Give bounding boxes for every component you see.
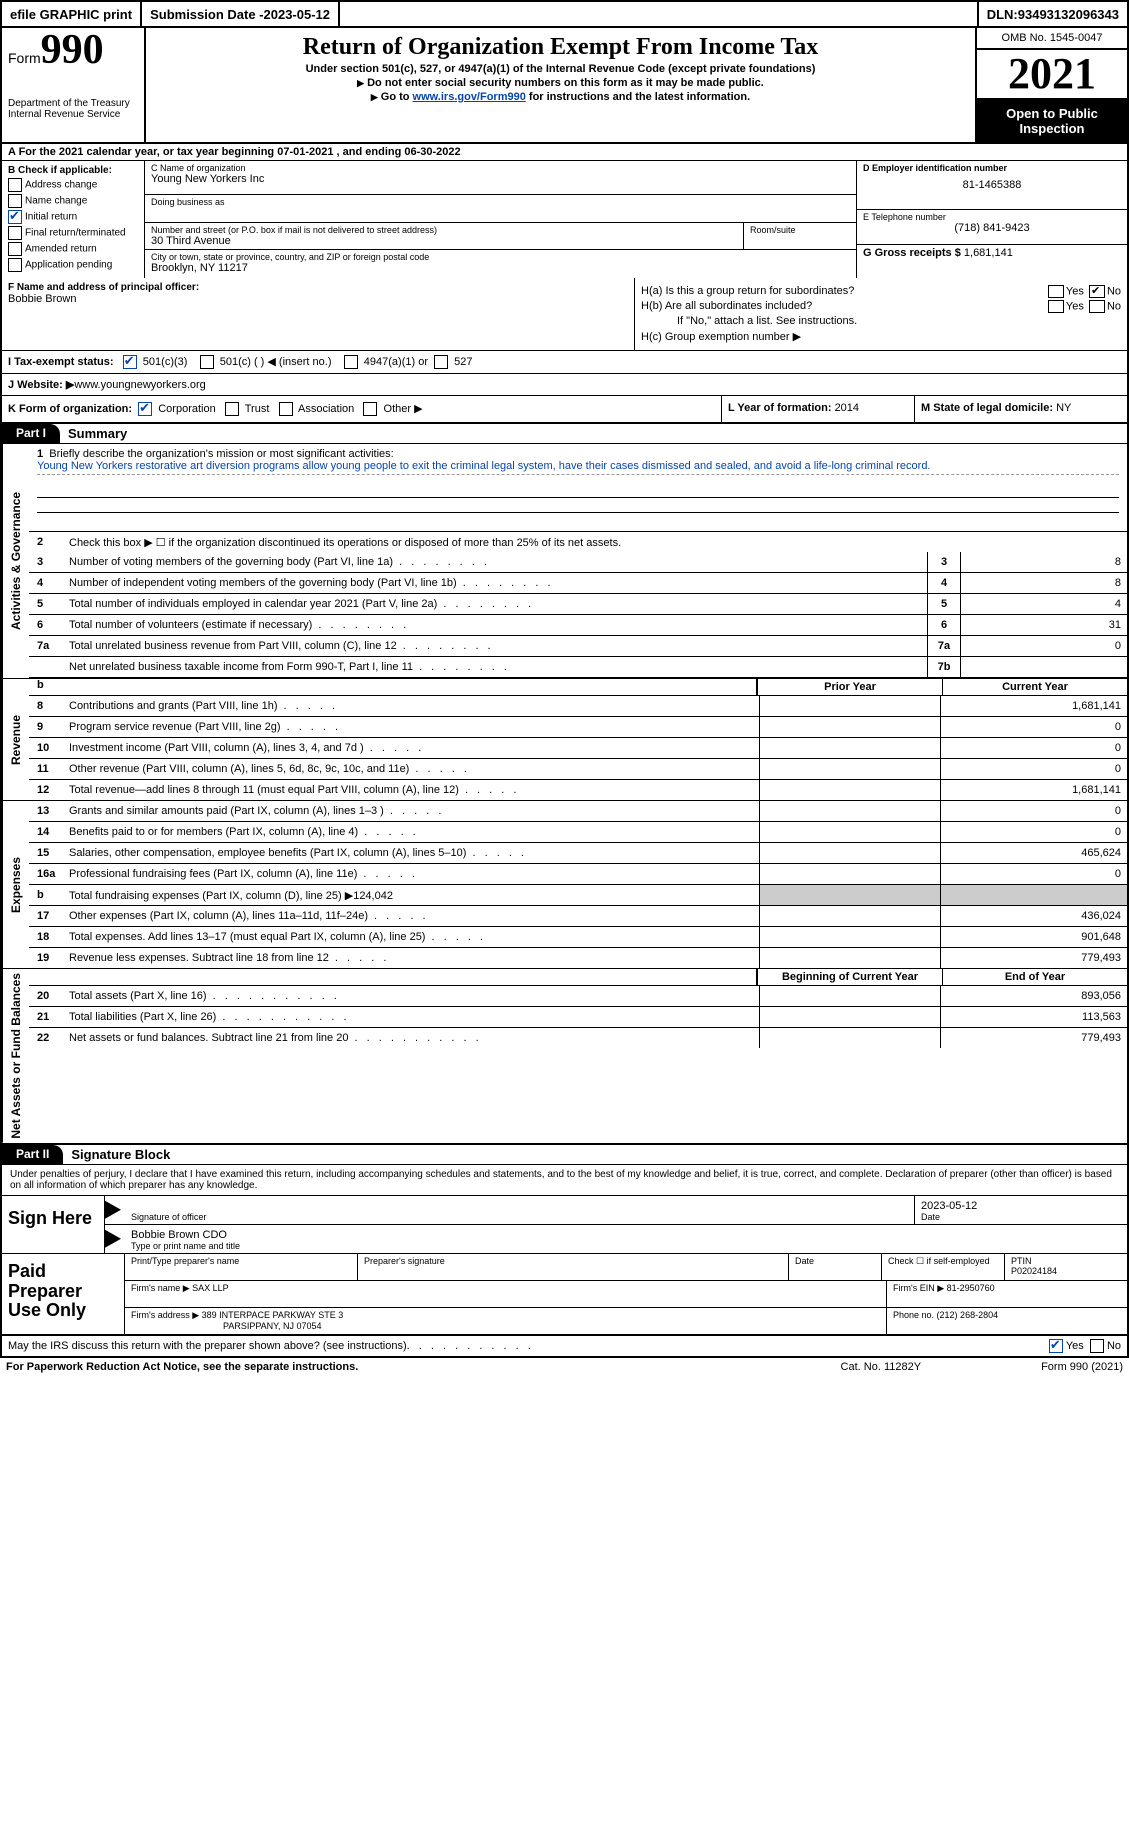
irs-label: Internal Revenue Service xyxy=(8,109,138,120)
sign-here-label: Sign Here xyxy=(2,1196,105,1253)
summary-row: 16aProfessional fundraising fees (Part I… xyxy=(29,864,1127,885)
summary-row: 10Investment income (Part VIII, column (… xyxy=(29,738,1127,759)
arrow-icon xyxy=(105,1230,121,1248)
section-a: A For the 2021 calendar year, or tax yea… xyxy=(0,144,1129,161)
side-label-rev: Revenue xyxy=(2,679,29,800)
summary-row: 22Net assets or fund balances. Subtract … xyxy=(29,1028,1127,1048)
net-assets-section: Net Assets or Fund Balances Beginning of… xyxy=(0,969,1129,1145)
summary-row: 14Benefits paid to or for members (Part … xyxy=(29,822,1127,843)
summary-row: Net unrelated business taxable income fr… xyxy=(29,657,1127,678)
year-header: b Prior Year Current Year xyxy=(29,679,1127,696)
summary-row: 21Total liabilities (Part X, line 26)113… xyxy=(29,1007,1127,1028)
row-k: K Form of organization: Corporation Trus… xyxy=(0,396,1129,424)
city-state-zip: Brooklyn, NY 11217 xyxy=(151,262,850,274)
street-address: 30 Third Avenue xyxy=(151,235,737,247)
header-left: Form990 Department of the Treasury Inter… xyxy=(2,28,146,142)
summary-row: 19Revenue less expenses. Subtract line 1… xyxy=(29,948,1127,968)
tax-year: 2021 xyxy=(977,50,1127,100)
discuss-row: May the IRS discuss this return with the… xyxy=(0,1336,1129,1358)
side-label-net: Net Assets or Fund Balances xyxy=(2,969,29,1143)
expenses-section: Expenses 13Grants and similar amounts pa… xyxy=(0,801,1129,969)
open-to-public: Open to Public Inspection xyxy=(977,100,1127,142)
phone: (718) 841-9423 xyxy=(863,222,1121,234)
summary-row: 12Total revenue—add lines 8 through 11 (… xyxy=(29,780,1127,800)
city-label: City or town, state or province, country… xyxy=(151,252,850,262)
summary-row: 11Other revenue (Part VIII, column (A), … xyxy=(29,759,1127,780)
penalties-text: Under penalties of perjury, I declare th… xyxy=(2,1165,1127,1196)
summary-row: 5Total number of individuals employed in… xyxy=(29,594,1127,615)
dba-label: Doing business as xyxy=(151,197,850,207)
paid-prep-label: Paid Preparer Use Only xyxy=(2,1254,125,1334)
note-link: Go to www.irs.gov/Form990 for instructio… xyxy=(154,91,967,103)
revenue-section: Revenue b Prior Year Current Year 8Contr… xyxy=(0,679,1129,801)
top-bar: efile GRAPHIC print Submission Date - 20… xyxy=(0,0,1129,28)
group-return: H(a) Is this a group return for subordin… xyxy=(635,278,1127,350)
summary-row: 18Total expenses. Add lines 13–17 (must … xyxy=(29,927,1127,948)
omb-number: OMB No. 1545-0047 xyxy=(977,28,1127,50)
form-title: Return of Organization Exempt From Incom… xyxy=(154,34,967,61)
form-subtitle: Under section 501(c), 527, or 4947(a)(1)… xyxy=(154,63,967,75)
mission-text: Young New Yorkers restorative art divers… xyxy=(37,460,1119,475)
col-c: C Name of organization Young New Yorkers… xyxy=(145,161,856,278)
part2-header: Part II Signature Block xyxy=(0,1145,1129,1164)
submission-date: Submission Date - 2023-05-12 xyxy=(142,2,340,26)
main-info: B Check if applicable: Address change Na… xyxy=(0,161,1129,278)
form-header: Form990 Department of the Treasury Inter… xyxy=(0,28,1129,144)
summary-row: 9Program service revenue (Part VIII, lin… xyxy=(29,717,1127,738)
signature-block: Under penalties of perjury, I declare th… xyxy=(0,1164,1129,1336)
summary-row: 3Number of voting members of the governi… xyxy=(29,552,1127,573)
summary-row: bTotal fundraising expenses (Part IX, co… xyxy=(29,885,1127,906)
part1-header: Part I Summary xyxy=(0,424,1129,444)
summary-row: 6Total number of volunteers (estimate if… xyxy=(29,615,1127,636)
ein: 81-1465388 xyxy=(863,179,1121,191)
summary-row: 15Salaries, other compensation, employee… xyxy=(29,843,1127,864)
addr-label: Number and street (or P.O. box if mail i… xyxy=(151,225,737,235)
principal-officer: F Name and address of principal officer:… xyxy=(2,278,635,350)
header-mid: Return of Organization Exempt From Incom… xyxy=(146,28,975,142)
row-f-h: F Name and address of principal officer:… xyxy=(0,278,1129,351)
note-ssn: Do not enter social security numbers on … xyxy=(154,77,967,89)
org-name-label: C Name of organization xyxy=(151,163,850,173)
header-right: OMB No. 1545-0047 2021 Open to Public In… xyxy=(975,28,1127,142)
paid-preparer: Paid Preparer Use Only Print/Type prepar… xyxy=(2,1253,1127,1334)
website[interactable]: www.youngnewyorkers.org xyxy=(74,379,205,391)
side-label-gov: Activities & Governance xyxy=(2,444,29,678)
efile-print[interactable]: efile GRAPHIC print xyxy=(2,2,142,26)
summary-row: 13Grants and similar amounts paid (Part … xyxy=(29,801,1127,822)
footer: For Paperwork Reduction Act Notice, see … xyxy=(0,1358,1129,1376)
org-name: Young New Yorkers Inc xyxy=(151,173,850,185)
irs-link[interactable]: www.irs.gov/Form990 xyxy=(413,91,526,103)
arrow-icon xyxy=(105,1201,121,1219)
gross-label: G Gross receipts $ xyxy=(863,247,964,259)
summary-row: 17Other expenses (Part IX, column (A), l… xyxy=(29,906,1127,927)
col-b-header: B Check if applicable: xyxy=(8,165,138,176)
phone-label: E Telephone number xyxy=(863,212,1121,222)
summary-row: 8Contributions and grants (Part VIII, li… xyxy=(29,696,1127,717)
summary-row: 4Number of independent voting members of… xyxy=(29,573,1127,594)
ein-label: D Employer identification number xyxy=(863,163,1121,173)
dept-treasury: Department of the Treasury xyxy=(8,98,138,109)
room-label: Room/suite xyxy=(750,225,850,235)
side-label-exp: Expenses xyxy=(2,801,29,968)
activities-governance: Activities & Governance 1 Briefly descri… xyxy=(0,444,1129,679)
col-d: D Employer identification number 81-1465… xyxy=(856,161,1127,278)
row-j: J Website: ▶ www.youngnewyorkers.org xyxy=(0,374,1129,396)
col-b: B Check if applicable: Address change Na… xyxy=(2,161,145,278)
dln: DLN: 93493132096343 xyxy=(977,2,1127,26)
gross-receipts: 1,681,141 xyxy=(964,247,1013,259)
summary-row: 7aTotal unrelated business revenue from … xyxy=(29,636,1127,657)
row-i: I Tax-exempt status: 501(c)(3) 501(c) ( … xyxy=(0,351,1129,374)
summary-row: 20Total assets (Part X, line 16)893,056 xyxy=(29,986,1127,1007)
